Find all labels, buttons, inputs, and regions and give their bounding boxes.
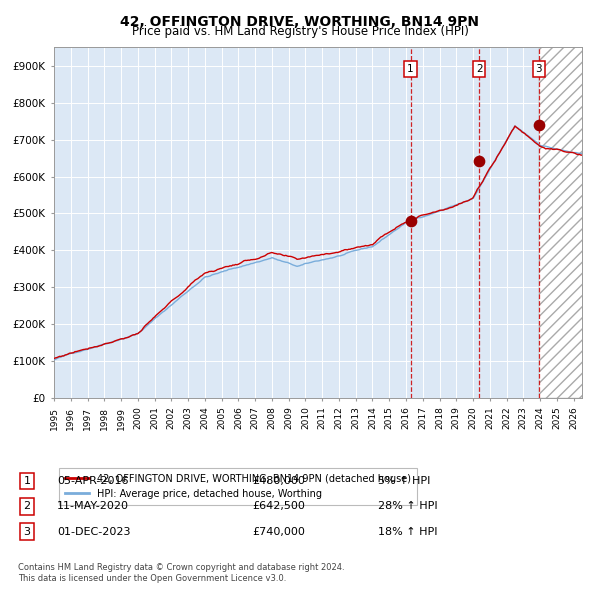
Text: 1: 1 [407, 64, 414, 74]
Text: 2: 2 [23, 502, 31, 511]
Text: £740,000: £740,000 [252, 527, 305, 536]
Text: £642,500: £642,500 [252, 502, 305, 511]
Text: 3: 3 [23, 527, 31, 536]
Text: 11-MAY-2020: 11-MAY-2020 [57, 502, 129, 511]
Text: 18% ↑ HPI: 18% ↑ HPI [378, 527, 437, 536]
Legend: 42, OFFINGTON DRIVE, WORTHING, BN14 9PN (detached house), HPI: Average price, de: 42, OFFINGTON DRIVE, WORTHING, BN14 9PN … [59, 468, 416, 504]
Text: 5% ↑ HPI: 5% ↑ HPI [378, 476, 430, 486]
Text: 28% ↑ HPI: 28% ↑ HPI [378, 502, 437, 511]
Text: 42, OFFINGTON DRIVE, WORTHING, BN14 9PN: 42, OFFINGTON DRIVE, WORTHING, BN14 9PN [121, 15, 479, 29]
Bar [539, 47, 599, 398]
Point [534, 120, 544, 130]
Text: Price paid vs. HM Land Registry's House Price Index (HPI): Price paid vs. HM Land Registry's House … [131, 25, 469, 38]
Text: 2: 2 [476, 64, 482, 74]
Text: 05-APR-2016: 05-APR-2016 [57, 476, 128, 486]
Text: 1: 1 [23, 476, 31, 486]
Point [406, 216, 415, 225]
Text: 01-DEC-2023: 01-DEC-2023 [57, 527, 131, 536]
Point [474, 156, 484, 166]
Text: 3: 3 [535, 64, 542, 74]
Text: £480,000: £480,000 [252, 476, 305, 486]
Text: This data is licensed under the Open Government Licence v3.0.: This data is licensed under the Open Gov… [18, 574, 286, 583]
Text: Contains HM Land Registry data © Crown copyright and database right 2024.: Contains HM Land Registry data © Crown c… [18, 563, 344, 572]
